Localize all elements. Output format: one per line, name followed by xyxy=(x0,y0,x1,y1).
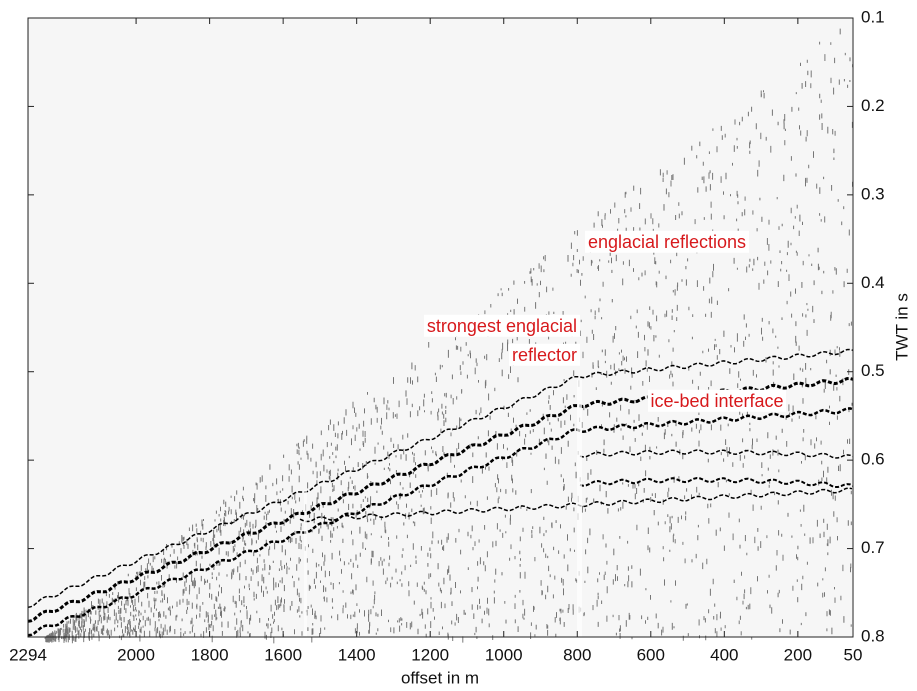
reflector-band xyxy=(299,487,853,523)
plot-frame xyxy=(27,17,854,638)
reflector-band xyxy=(27,348,854,609)
x-tick-label: 1000 xyxy=(485,645,523,664)
y-tick-label: 0.6 xyxy=(861,450,885,469)
annotation-background xyxy=(647,389,787,412)
y-axis-title: TWT in s xyxy=(892,293,911,361)
x-tick-label: 2294 xyxy=(9,645,47,664)
trace-gap xyxy=(577,380,582,637)
annotation: ice-bed interface xyxy=(650,391,783,411)
reflector-band xyxy=(27,407,854,637)
x-tick-label: 1600 xyxy=(264,645,302,664)
x-tick-label: 400 xyxy=(710,645,738,664)
y-tick-label: 0.3 xyxy=(861,184,885,203)
x-tick-label: 50 xyxy=(844,645,863,664)
annotation: strongest englacial xyxy=(427,316,577,336)
x-tick-label: 2000 xyxy=(117,645,155,664)
x-tick-label: 800 xyxy=(563,645,591,664)
annotation: reflector xyxy=(512,345,577,365)
y-tick-label: 0.5 xyxy=(861,361,885,380)
annotation-background xyxy=(423,314,580,337)
y-tick-label: 0.7 xyxy=(861,538,885,557)
x-tick-label: 200 xyxy=(784,645,812,664)
y-tick-label: 0.8 xyxy=(861,626,885,645)
annotation-background xyxy=(508,343,580,366)
x-tick-label: 1200 xyxy=(411,645,449,664)
seismic-image xyxy=(27,18,854,644)
annotation: englacial reflections xyxy=(588,232,746,252)
reflector-band xyxy=(579,449,854,459)
y-tick-label: 0.4 xyxy=(861,273,885,292)
x-tick-label: 1400 xyxy=(338,645,376,664)
reflector-band xyxy=(579,476,854,488)
x-tick-label: 600 xyxy=(637,645,665,664)
trace-gap xyxy=(304,490,307,637)
y-tick-label: 0.1 xyxy=(861,7,885,26)
y-tick-label: 0.2 xyxy=(861,96,885,115)
annotation-background xyxy=(584,230,750,253)
x-tick-label: 1800 xyxy=(191,645,229,664)
x-axis-title: offset in m xyxy=(401,668,479,687)
